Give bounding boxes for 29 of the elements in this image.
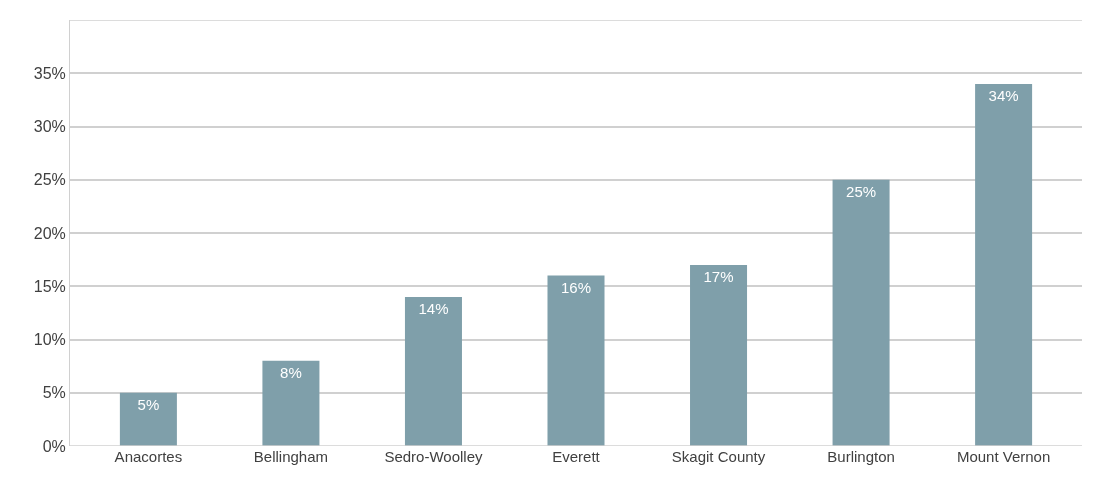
y-tick-label: 25%	[33, 171, 66, 189]
x-tick-label: Sedro-Woolley	[384, 448, 484, 465]
bar	[262, 360, 320, 446]
x-tick-label: Anacortes	[114, 448, 183, 465]
x-tick-label: Skagit County	[671, 448, 766, 465]
y-tick-label: 0%	[42, 437, 66, 455]
x-tick-label: Everett	[552, 448, 601, 465]
bar	[547, 275, 605, 446]
data-label: 34%	[988, 86, 1019, 104]
y-tick-label: 35%	[33, 64, 66, 82]
bar	[832, 179, 890, 446]
y-tick-label: 10%	[33, 331, 66, 349]
bar	[690, 264, 748, 446]
data-label: 8%	[280, 363, 302, 381]
y-tick-label: 5%	[42, 384, 66, 402]
data-label: 16%	[560, 278, 592, 296]
x-tick-label: Bellingham	[253, 448, 329, 465]
bar	[404, 296, 462, 446]
y-tick-label: 15%	[33, 277, 66, 295]
bar	[975, 83, 1033, 446]
data-label: 17%	[703, 267, 734, 285]
data-label: 5%	[137, 395, 160, 413]
bar	[119, 392, 177, 446]
data-label: 25%	[846, 182, 877, 200]
y-tick-label: 20%	[33, 224, 66, 242]
x-tick-label: Mount Vernon	[956, 448, 1051, 465]
y-tick-label: 30%	[33, 118, 66, 136]
x-tick-label: Burlington	[827, 448, 895, 465]
data-label: 14%	[418, 299, 449, 317]
